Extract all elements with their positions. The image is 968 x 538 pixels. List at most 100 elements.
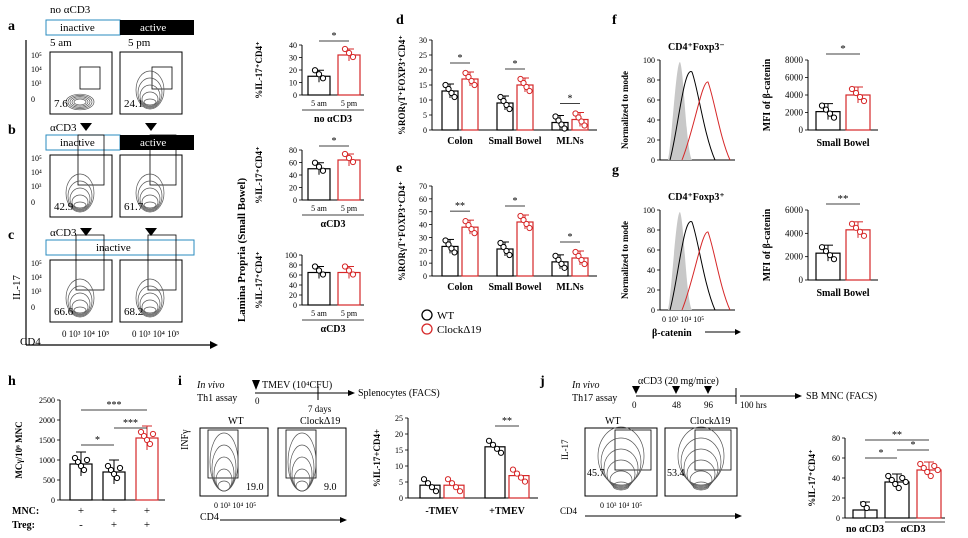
- j-data-point: [924, 468, 931, 476]
- j-x-tick-label: αCD3: [900, 524, 925, 535]
- arrow-down-icon: [672, 386, 680, 394]
- i-flow-gate: [285, 429, 317, 479]
- d-x-tick-label: Small Bowel: [488, 136, 541, 147]
- e-y-label: %RORγT⁺FOXP3⁺CD4⁺: [397, 181, 407, 281]
- j-data-point: [885, 472, 892, 480]
- e-data-point: [462, 218, 469, 225]
- y-tick-label: 10⁴: [31, 65, 42, 74]
- panel-letter-c: c: [8, 228, 14, 243]
- i-data-point: [521, 478, 529, 485]
- d-data-point: [451, 93, 458, 101]
- e-x-tick-label: MLNs: [556, 282, 583, 293]
- j-bar-y-label: %IL-17⁺CD4⁺: [807, 449, 817, 507]
- i-x-tick-label: -TMEV: [425, 506, 459, 517]
- j-flow-gate-value: 53.4: [667, 468, 685, 479]
- cd4-axis-label: CD4: [20, 336, 41, 348]
- g-bar-hist-y-tick-label: 20: [647, 286, 655, 295]
- flow-contour: [65, 93, 95, 111]
- i-data-point: [517, 474, 525, 481]
- h-sig-mark: *: [95, 435, 100, 446]
- i-data-point: [444, 476, 452, 483]
- j-flow-contour: [606, 459, 636, 489]
- h-treg-sign: +: [111, 519, 117, 531]
- i-data-point: [513, 470, 521, 477]
- flow-contour: [137, 77, 163, 109]
- h-mnc-sign: +: [78, 505, 84, 517]
- j-time-tick: 96: [704, 400, 714, 410]
- flow-contour: [67, 180, 93, 212]
- e-data-point: [517, 212, 524, 220]
- j-th17-assay: Th17 assay: [572, 393, 617, 404]
- d-data-point: [468, 77, 475, 85]
- panel-letter-h: h: [8, 374, 16, 389]
- flow-contour: [65, 173, 95, 213]
- g-bar-hist-y-label: Normalized to mode: [620, 221, 630, 299]
- il17-axis-label: IL-17: [11, 274, 23, 300]
- d-data-point: [445, 85, 452, 93]
- b-bar-data-point: [315, 163, 323, 170]
- h-y-label: MCγ/10⁶ MNC: [14, 421, 24, 478]
- e-data-point: [448, 245, 455, 252]
- flow-gate: [147, 234, 177, 291]
- j-sig-mark: **: [892, 430, 902, 441]
- g-bar-hist-title: CD4⁺Foxp3⁺: [668, 192, 725, 203]
- f-bar-hist-y-tick-label: 60: [647, 96, 655, 105]
- y-tick-label: 10³: [31, 287, 42, 296]
- g-bar-data-point: [848, 220, 856, 227]
- f-bar-y-tick-label: 6000: [785, 73, 804, 83]
- y-tick-label: 10⁴: [31, 273, 42, 282]
- e-data-point: [558, 260, 565, 267]
- e-data-point: [503, 247, 510, 255]
- c-bar-y-tick-label: 100: [285, 251, 297, 260]
- h-data-point: [80, 466, 88, 474]
- cd4-ticks-right: 0 10³ 10⁴ 10⁵: [132, 329, 179, 339]
- j-flow-contour: [600, 437, 642, 487]
- e-data-point: [578, 256, 585, 264]
- e-data-point: [526, 224, 533, 232]
- e-data-point: [497, 239, 504, 247]
- f-bar-data-point: [818, 102, 826, 109]
- e-sig-mark: *: [568, 232, 573, 243]
- i-in-vivo: In vivo: [196, 380, 225, 391]
- arrow-down-icon: [704, 386, 712, 394]
- g-bar-hist-isotype: [668, 212, 692, 310]
- b-bar-y-tick-label: 60: [289, 159, 297, 168]
- g-bar-data-point: [830, 256, 838, 263]
- d-data-point: [497, 93, 504, 101]
- j-flow-contour: [603, 448, 639, 488]
- d-data-point: [555, 117, 562, 124]
- j-data-point: [927, 472, 934, 480]
- j-flow-contour: [686, 459, 716, 489]
- a-bar-y-tick-label: 40: [289, 41, 297, 50]
- f-bar-hist-y-tick-label: 100: [643, 56, 655, 65]
- j-data-point: [917, 460, 924, 468]
- d-data-point: [465, 73, 472, 81]
- legend-clock-label: ClockΔ19: [437, 324, 482, 336]
- j-sb-mnc: SB MNC (FACS): [806, 391, 877, 402]
- y-tick-label: 10⁵: [31, 259, 42, 268]
- h-y-tick-label: 2500: [39, 396, 55, 405]
- d-sig-mark: *: [568, 94, 573, 105]
- i-cd4-ticks: 0 10³ 10⁴ 10⁵: [214, 501, 256, 510]
- j-acd3-dose: αCD3 (20 mg/mice): [638, 376, 719, 387]
- j-data-point: [892, 480, 899, 488]
- e-y-tick-label: 50: [419, 208, 427, 217]
- flow-contour: [69, 187, 91, 211]
- d-sig-mark: *: [513, 59, 518, 70]
- e-data-point: [552, 252, 559, 259]
- c-bar-data-point: [315, 267, 323, 274]
- e-y-tick-label: 40: [419, 221, 427, 230]
- a-bar-data-point: [319, 75, 327, 82]
- h-sig-mark: ***: [107, 400, 122, 411]
- y-tick-label: 0: [31, 198, 35, 207]
- h-y-tick-label: 0: [51, 496, 55, 505]
- f-bar-hist-clock: [681, 81, 731, 161]
- i-flow-plot-frame: [199, 427, 269, 497]
- panel-letter-b: b: [8, 123, 16, 138]
- c-bar-y-tick-label: 20: [289, 291, 297, 300]
- banner-inactive-a-label: inactive: [60, 22, 95, 34]
- e-y-tick-label: 10: [419, 259, 427, 268]
- g-bar-hist-y-tick-label: 100: [643, 206, 655, 215]
- f-bar-hist-title: CD4⁺Foxp3⁻: [668, 42, 725, 53]
